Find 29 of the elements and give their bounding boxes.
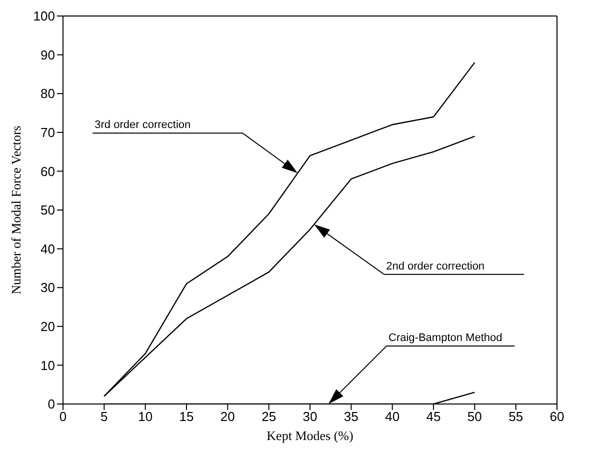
y-tick-label: 100 — [33, 8, 55, 24]
x-axis-title: Kept Modes (%) — [266, 428, 354, 443]
y-tick-label: 80 — [40, 86, 55, 102]
x-tick-label: 55 — [508, 409, 524, 424]
y-tick-label: 70 — [40, 125, 55, 140]
text: 2nd order correction — [386, 260, 485, 272]
x-tick-label: 30 — [302, 409, 318, 424]
text: Craig-Bampton Method — [388, 332, 502, 344]
y-tick-label: 60 — [40, 164, 55, 179]
x-tick-label: 40 — [385, 409, 400, 424]
x-tick-label: 5 — [100, 409, 108, 424]
x-tick-label: 0 — [59, 409, 67, 424]
x-tick-label: 25 — [262, 409, 276, 424]
y-axis-title: Number of Modal Force Vectors — [8, 126, 24, 294]
x-tick-label: 50 — [467, 409, 482, 424]
x-tick-label: 45 — [426, 409, 441, 424]
x-tick-label: 60 — [550, 409, 564, 424]
text: 3rd order correction — [94, 119, 191, 132]
y-tick-label: 30 — [40, 280, 55, 296]
y-tick-label: 20 — [40, 319, 55, 334]
y-tick-label: 40 — [40, 241, 55, 256]
y-tick-label: 90 — [40, 47, 55, 62]
x-tick-label: 35 — [344, 409, 358, 424]
x-tick-label: 20 — [220, 409, 235, 424]
y-tick-label: 0 — [48, 396, 55, 412]
x-tick-label: 15 — [179, 409, 194, 424]
y-tick-label: 50 — [40, 202, 55, 218]
x-tick-label: 10 — [138, 409, 153, 424]
y-tick-label: 10 — [40, 358, 55, 373]
